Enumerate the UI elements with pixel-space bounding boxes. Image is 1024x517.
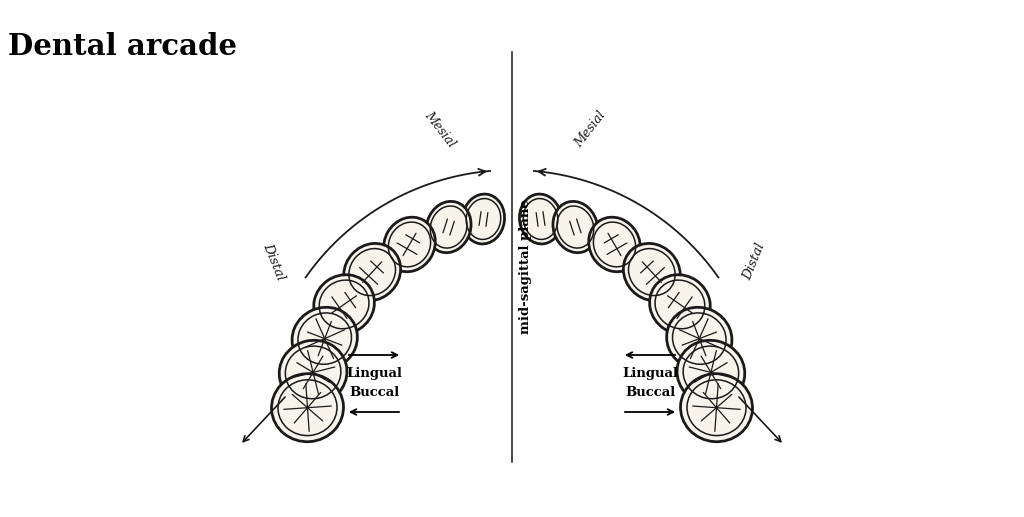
Text: Buccal: Buccal [625,386,675,399]
Ellipse shape [677,340,744,404]
Text: Mesial: Mesial [422,109,458,149]
Ellipse shape [271,374,343,442]
Ellipse shape [667,307,732,370]
Ellipse shape [589,217,640,272]
Ellipse shape [384,217,435,272]
Text: Lingual: Lingual [622,368,678,381]
Ellipse shape [463,194,505,244]
Ellipse shape [426,202,471,253]
Text: Lingual: Lingual [346,368,402,381]
Text: Buccal: Buccal [349,386,399,399]
Ellipse shape [313,275,375,334]
Text: Dental arcade: Dental arcade [8,32,238,61]
Text: mid-sagittal plane: mid-sagittal plane [519,200,532,334]
Ellipse shape [344,244,400,301]
Ellipse shape [649,275,711,334]
Text: Distal: Distal [261,241,288,283]
Ellipse shape [280,340,347,404]
Ellipse shape [292,307,357,370]
Ellipse shape [553,202,598,253]
Text: Mesial: Mesial [572,109,608,149]
Ellipse shape [681,374,753,442]
Text: Distal: Distal [740,241,767,283]
Ellipse shape [624,244,680,301]
Ellipse shape [519,194,561,244]
